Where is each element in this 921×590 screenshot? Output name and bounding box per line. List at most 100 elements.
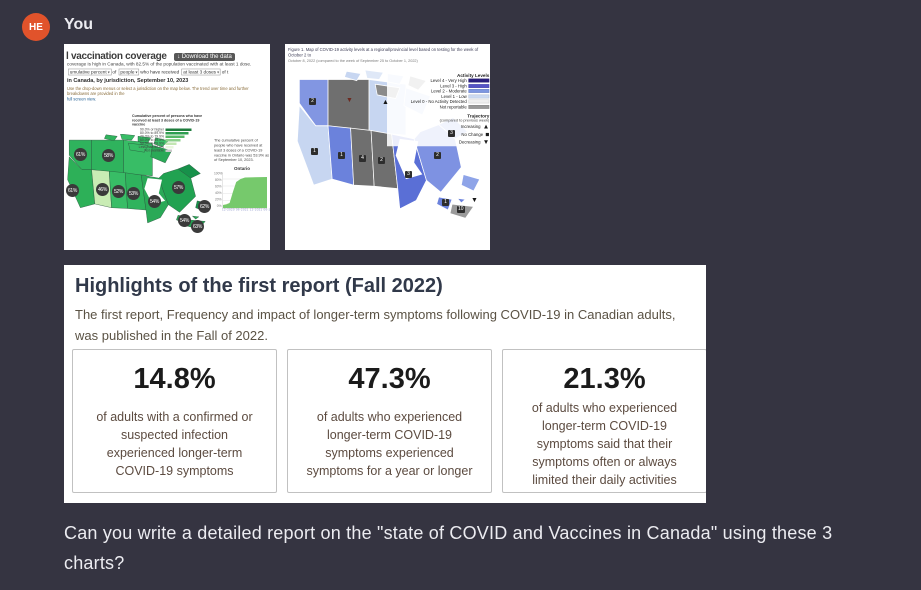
download-data-label: Download the data	[181, 54, 232, 60]
hudson-bay	[395, 138, 423, 180]
map-value-nb: 54%	[178, 214, 191, 227]
download-data-badge: ↓ Download the data	[174, 53, 235, 61]
population-dropdown-value: people	[120, 69, 135, 75]
region-marker: 3	[405, 171, 412, 178]
region-marker: 1	[311, 148, 318, 155]
map-caption-line1: Figure 1. Map of COVID-19 activity level…	[288, 47, 479, 58]
legend-row: 60.0% to 69.9%	[132, 138, 212, 142]
stat-description: of adults who experienced longer-term CO…	[531, 400, 678, 488]
stat-description: of adults who experienced longer-term CO…	[306, 409, 473, 479]
stat-card-infection: 14.8% of adults with a confirmed or susp…	[72, 349, 277, 493]
dashboard-subtitle: in Canada, by jurisdiction, September 10…	[67, 77, 189, 84]
region-marker: 1	[338, 152, 345, 159]
legend-row: Level 4 - Very High	[388, 78, 490, 83]
stat-value: 21.3%	[563, 363, 646, 395]
arctic-island	[128, 142, 148, 153]
side-summary-text: The cumulative percent of people who hav…	[214, 138, 270, 163]
legend-swatch	[468, 104, 490, 109]
no-change-square-icon: ■	[485, 130, 490, 138]
map-value-bc: 61%	[66, 184, 79, 197]
legend-swatch	[165, 149, 172, 153]
legend-swatch	[468, 94, 490, 99]
attachment-highlights-report[interactable]: Highlights of the first report (Fall 202…	[64, 265, 706, 503]
dashboard-title-row: l vaccination coverage ↓ Download the da…	[66, 46, 235, 64]
legend-row: Level 0 - No Activity Detected	[388, 99, 490, 104]
legend-row: Level 2 - Moderate	[388, 89, 490, 94]
map-caption: Figure 1. Map of COVID-19 activity level…	[288, 47, 489, 63]
trajectory-title: Trajectory	[467, 113, 490, 119]
activity-legend-title: Activity Levels	[457, 72, 490, 79]
caret-down-icon: ▾	[135, 70, 138, 75]
arctic-island	[120, 134, 136, 141]
region-marker: 10	[457, 206, 465, 213]
province-nl	[460, 173, 481, 192]
legend-row: 50.0% to 59.9%	[132, 142, 212, 146]
filter-text-received: who have received	[140, 69, 180, 75]
legend-row: Less than 50.0%	[132, 145, 212, 149]
legend-title: Cumulative percent of persons who have r…	[132, 113, 203, 127]
dashboard-header-text: coverage is high in Canada, with 82.5% o…	[67, 61, 270, 102]
map-value-qc: 57%	[172, 181, 185, 194]
region-marker: 2	[434, 152, 441, 159]
legend-row: 90.0% or higher	[132, 128, 212, 132]
map-value-sk: 52%	[112, 185, 125, 198]
stat-cards-row: 14.8% of adults with a confirmed or susp…	[72, 349, 706, 493]
arctic-island	[364, 70, 385, 80]
dashboard-title: l vaccination coverage	[66, 51, 167, 62]
dashboard-side-panel: The cumulative percent of people who hav…	[214, 138, 270, 212]
decreasing-marker-icon: ▼	[471, 197, 478, 204]
dashboard-note: Use the drop-down menus or select a juri…	[67, 86, 249, 97]
dashboard-filter-row: umulative percent▾ of people▾ who have rec…	[67, 68, 270, 76]
dashboard-intro: coverage is high in Canada, with 82.5% o…	[67, 61, 252, 67]
map-value-mb: 53%	[127, 187, 140, 200]
stat-value: 47.3%	[348, 363, 431, 395]
province-pei	[191, 215, 200, 220]
region-marker: 3	[448, 130, 455, 137]
legend-row: Not reportable	[388, 104, 490, 109]
vaccination-legend: Cumulative percent of persons who have r…	[132, 113, 212, 153]
arctic-island	[153, 137, 169, 148]
dose-dropdown: at least 3 doses▾	[181, 68, 221, 76]
map-caption-line2: October 8, 2022 (compared to the week of…	[288, 58, 418, 64]
user-message: Can you write a detailed report on the "…	[64, 523, 833, 573]
region-labrador	[177, 164, 201, 179]
region-marker: 2	[309, 98, 316, 105]
legend-row: 70.0% to 79.9%	[132, 135, 212, 139]
legend-swatch	[165, 135, 185, 139]
map-value-yukon: 61%	[74, 148, 87, 161]
filter-text-tail: of t	[221, 69, 229, 75]
highlights-title: Highlights of the first report (Fall 202…	[75, 275, 443, 297]
mini-area-chart	[222, 172, 267, 209]
attachment-vaccination-coverage-dashboard[interactable]: l vaccination coverage ↓ Download the da…	[64, 44, 270, 250]
legend-swatch	[165, 142, 177, 146]
metric-dropdown-value: umulative percent	[69, 69, 107, 75]
stat-value: 14.8%	[133, 363, 216, 395]
activity-legend: Activity Levels Level 4 - Very High Leve…	[387, 72, 490, 147]
trajectory-row: No Change ■	[461, 130, 490, 138]
dose-dropdown-value: at least 3 doses	[183, 69, 217, 75]
region-marker: 1	[442, 199, 449, 206]
caret-down-icon: ▾	[217, 70, 220, 75]
legend-swatch	[165, 131, 189, 135]
legend-swatch	[468, 89, 490, 94]
caret-down-icon: ▾	[107, 70, 110, 75]
mini-chart-title: Ontario	[233, 166, 250, 172]
decreasing-triangle-icon: ▼	[482, 138, 490, 146]
trend-area	[223, 177, 267, 209]
legend-row: 80.0% to 89.9%	[132, 131, 212, 135]
region-marker: 4	[359, 155, 366, 162]
dashboard-note-link: full screen view.	[67, 96, 97, 102]
legend-swatch	[468, 83, 490, 88]
trajectory-row: Decreasing ▼	[458, 138, 490, 146]
region-marker: 2	[378, 157, 385, 164]
legend-row: Level 1 - Low	[388, 94, 490, 99]
legend-swatch	[468, 78, 490, 83]
arctic-island	[343, 70, 362, 82]
ontario-trend-chart: 100% 80% 60% 40% 20% 0%	[214, 172, 270, 209]
legend-row: Not available	[132, 149, 212, 153]
attachment-activity-levels-map[interactable]: Figure 1. Map of COVID-19 activity level…	[285, 44, 490, 250]
legend-swatch	[165, 128, 192, 132]
trajectory-subtitle: (compared to previous week)	[439, 118, 490, 123]
filter-text-of: of	[112, 69, 117, 75]
